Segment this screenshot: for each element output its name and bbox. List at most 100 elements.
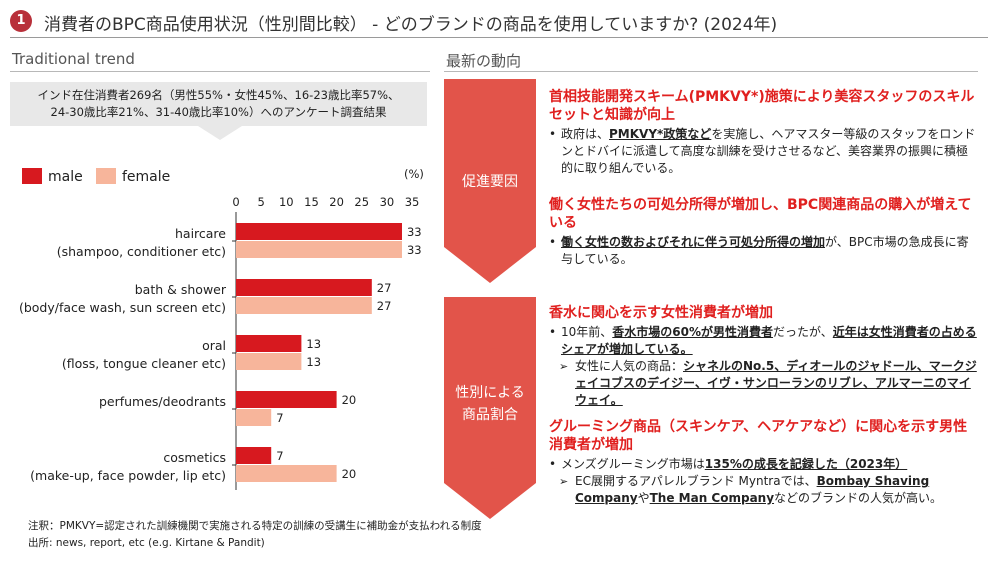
text-fragment: を実施し、ヘアマスター等級のスタッフをロンドンとドバイに派遣して高度な訓練を受け… <box>561 127 976 175</box>
x-tick-label: 25 <box>354 195 369 209</box>
bar-male <box>236 223 402 240</box>
driver-heading-pmkvy: 首相技能開発スキーム(PMKVY*)施策により美容スタッフのスキルセットと知識が… <box>549 89 975 123</box>
arrow-gender-label: 性別による 商品割合 <box>444 382 536 426</box>
text-fragment: などのブランドの人気が高い。 <box>774 491 943 505</box>
arrow-gender-label-line2: 商品割合 <box>462 407 518 423</box>
data-label-female: 7 <box>276 411 283 425</box>
data-label-female: 27 <box>377 299 392 313</box>
gender-bullet-perfume: 10年前、香水市場の60%が男性消費者だったが、近年は女性消費者の占めるシェアが… <box>549 324 977 358</box>
category-label: cosmetics <box>163 450 226 465</box>
text-fragment: EC展開するアパレルブランド Myntraでは、 <box>575 474 817 488</box>
survey-description: インド在住消費者269名（男性55%・女性45%、16-23歳比率57%、 24… <box>10 82 427 126</box>
page-title: 消費者のBPC商品使用状況（性別間比較） - どのブランドの商品を使用しています… <box>44 15 778 35</box>
data-label-male: 33 <box>407 225 422 239</box>
survey-line-2: 24-30歳比率21%、31-40歳比率10%）へのアンケート調査結果 <box>50 105 387 119</box>
driver-heading-income: 働く女性たちの可処分所得が増加し、BPC関連商品の購入が増えている <box>549 197 972 231</box>
legend-swatch-male <box>22 168 42 184</box>
left-section-label: Traditional trend <box>12 50 135 68</box>
footnote-pmkvy: 注釈：PMKVY=認定された訓練機関で実施される特定の訓練の受講生に補助金が支払… <box>28 520 482 532</box>
category-label: bath & shower <box>135 282 227 297</box>
x-tick-label: 35 <box>405 195 420 209</box>
bar-male <box>236 447 272 464</box>
category-sublabel: (make-up, face powder, lip etc) <box>30 468 226 483</box>
driver-block-income: 働く女性たちの可処分所得が増加し、BPC関連商品の購入が増えている 働く女性の数… <box>549 196 977 268</box>
x-tick-label: 15 <box>304 195 319 209</box>
text-fragment: が、BPC市場の急成長に寄与している。 <box>561 235 969 266</box>
data-label-male: 13 <box>306 337 321 351</box>
bar-female <box>236 353 302 370</box>
bar-female <box>236 241 402 258</box>
x-tick-label: 30 <box>380 195 395 209</box>
gender-block-grooming: グルーミング商品（スキンケア、ヘアケアなど）に関心を示す男性消費者が増加 メンズ… <box>549 418 977 507</box>
driver-block-pmkvy: 首相技能開発スキーム(PMKVY*)施策により美容スタッフのスキルセットと知識が… <box>549 88 977 177</box>
arrow-gender-body <box>444 297 536 483</box>
bar-female <box>236 465 337 482</box>
left-section-divider <box>10 71 430 72</box>
emphasis-text: 働く女性の数およびそれに伴う可処分所得の増加 <box>561 235 826 249</box>
emphasis-text: シャネルのNo.5、ディオールのジャドール、マークジェイコブスのデイジー、イヴ・… <box>575 359 977 407</box>
right-section-divider <box>444 71 978 72</box>
emphasis-text: Bombay Shaving Company <box>575 474 930 505</box>
arrow-drivers-body <box>444 79 536 247</box>
data-label-male: 27 <box>377 281 392 295</box>
driver-bullet-income: 働く女性の数およびそれに伴う可処分所得の増加が、BPC市場の急成長に寄与している… <box>549 234 977 268</box>
text-fragment: 女性に人気の商品： <box>575 359 684 373</box>
data-label-female: 13 <box>306 355 321 369</box>
x-tick-label: 0 <box>232 195 239 209</box>
arrow-drivers-head <box>444 247 536 283</box>
gender-block-perfume: 香水に関心を示す女性消費者が増加 10年前、香水市場の60%が男性消費者だったが… <box>549 304 977 409</box>
gender-subbullet-grooming: EC展開するアパレルブランド Myntraでは、Bombay Shaving C… <box>549 473 977 507</box>
data-label-female: 20 <box>342 467 357 481</box>
category-sublabel: (shampoo, conditioner etc) <box>57 244 226 259</box>
driver-bullet-pmkvy: 政府は、PMKVY*政策などを実施し、ヘアマスター等級のスタッフをロンドンとドバ… <box>549 126 977 177</box>
x-tick-label: 10 <box>279 195 294 209</box>
emphasis-text: 香水市場の60%が男性消費者 <box>612 325 774 339</box>
chart-unit-label: (%) <box>404 167 424 181</box>
emphasis-text: 135%の成長を記録した（2023年） <box>704 457 908 471</box>
gender-bullet-grooming: メンズグルーミング市場は135%の成長を記録した（2023年） <box>549 456 977 473</box>
gender-heading-grooming: グルーミング商品（スキンケア、ヘアケアなど）に関心を示す男性消費者が増加 <box>549 419 968 453</box>
emphasis-text: The Man Company <box>649 491 775 505</box>
header-divider <box>10 37 988 38</box>
bar-male <box>236 335 302 352</box>
survey-line-1: インド在住消費者269名（男性55%・女性45%、16-23歳比率57%、 <box>37 88 400 102</box>
data-label-female: 33 <box>407 243 422 257</box>
text-fragment: 政府は、 <box>561 127 610 141</box>
legend-item-female: female <box>96 168 170 185</box>
arrow-drivers-label: 促進要因 <box>462 174 518 190</box>
category-label: oral <box>202 338 226 353</box>
data-label-male: 20 <box>342 393 357 407</box>
footnote-source: 出所: news, report, etc (e.g. Kirtane & Pa… <box>28 537 265 549</box>
bar-female <box>236 297 372 314</box>
category-label: perfumes/deodrants <box>99 394 226 409</box>
gender-subbullet-perfume: 女性に人気の商品：シャネルのNo.5、ディオールのジャドール、マークジェイコブス… <box>549 358 977 409</box>
gender-heading-perfume: 香水に関心を示す女性消費者が増加 <box>549 305 773 321</box>
x-tick-label: 5 <box>257 195 264 209</box>
emphasis-text: 近年は女性消費者の占めるシェアが増加している。 <box>561 325 977 356</box>
bar-chart: (%) 0 5 10 15 20 25 30 35 haircare (shampoo, cond… <box>19 167 424 490</box>
data-label-male: 7 <box>276 449 283 463</box>
footnotes: 注釈：PMKVY=認定された訓練機関で実施される特定の訓練の受講生に補助金が支払… <box>28 518 482 552</box>
text-fragment: メンズグルーミング市場は <box>561 457 705 471</box>
legend-swatch-female <box>96 168 116 184</box>
category-sublabel: (floss, tongue cleaner etc) <box>62 356 226 371</box>
section-number-badge: 1 <box>10 10 32 32</box>
header: 1 消費者のBPC商品使用状況（性別間比較） - どのブランドの商品を使用してい… <box>10 8 988 38</box>
right-section-label: 最新の動向 <box>446 52 522 70</box>
bar-male <box>236 391 337 408</box>
survey-down-arrow <box>198 126 242 140</box>
x-tick-label: 20 <box>329 195 344 209</box>
bar-male <box>236 279 372 296</box>
text-fragment: 10年前、 <box>561 325 613 339</box>
emphasis-text: PMKVY*政策など <box>609 127 712 141</box>
category-label: haircare <box>175 226 226 241</box>
legend-label-male: male <box>48 169 83 185</box>
bar-female <box>236 409 272 426</box>
arrow-gender-label-line1: 性別による <box>455 385 525 401</box>
text-fragment: や <box>637 491 650 505</box>
legend-label-female: female <box>122 169 171 185</box>
legend-item-male: male <box>22 168 83 185</box>
text-fragment: だったが、 <box>773 325 833 339</box>
arrow-gender-head <box>444 483 536 519</box>
category-sublabel: (body/face wash, sun screen etc) <box>19 300 226 315</box>
